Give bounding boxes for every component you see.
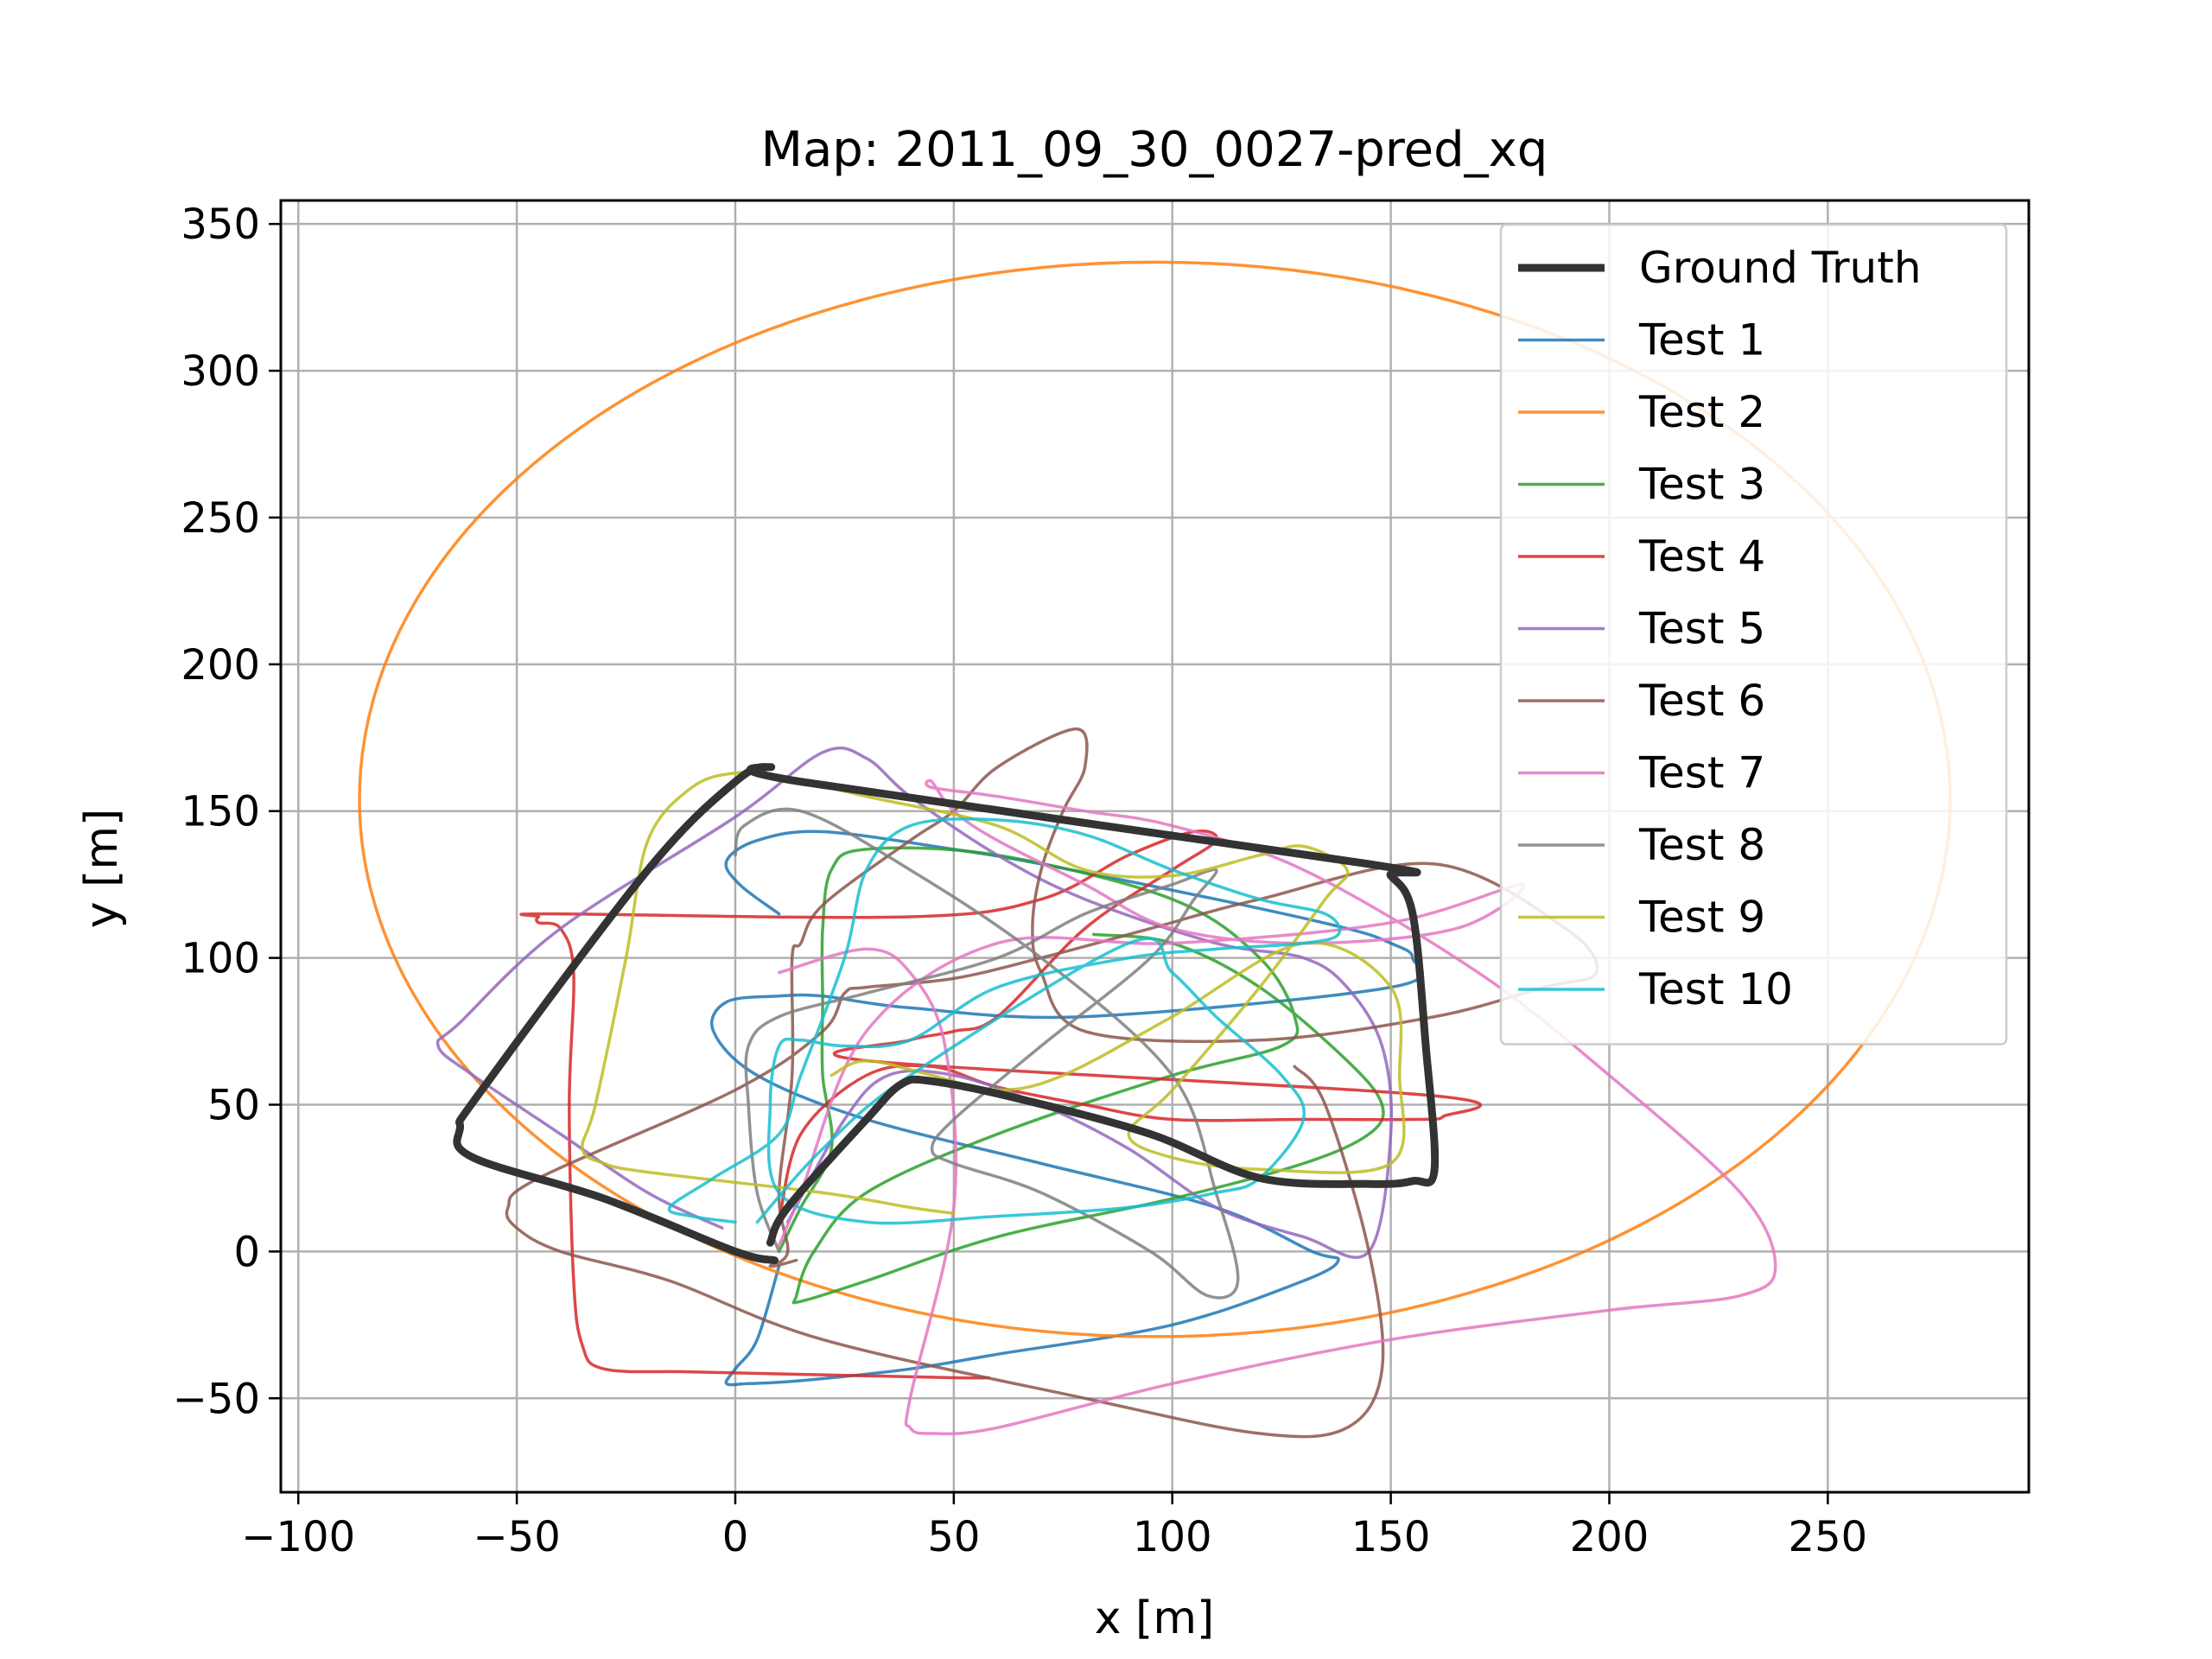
- series-line-test-6: [505, 727, 1599, 1439]
- x-tick-label: −100: [241, 1513, 355, 1561]
- legend-label: Test 3: [1638, 460, 1765, 510]
- series-line-test-5: [435, 746, 1394, 1259]
- x-tick-label: 250: [1789, 1513, 1868, 1561]
- legend-label: Test 6: [1638, 676, 1765, 726]
- legend-label: Test 7: [1638, 748, 1765, 798]
- y-tick-label: 350: [181, 200, 260, 249]
- series-line-test-8: [734, 807, 1240, 1300]
- y-tick-label: 150: [181, 788, 260, 836]
- plot-area: −100 −50 0 50 100 150 200 250 −50 0 50 100 150 200 250…: [173, 199, 2031, 1561]
- y-axis-label: y [m]: [76, 809, 128, 929]
- series-line-test-3: [777, 846, 1385, 1305]
- y-tick-label: 50: [207, 1082, 260, 1130]
- x-axis-label: x [m]: [1095, 1592, 1215, 1644]
- axes-frame: [279, 199, 2031, 1494]
- series-line-ground-truth: [453, 763, 1440, 1265]
- legend-box: [1499, 223, 2008, 1046]
- legend-label: Test 8: [1638, 820, 1765, 870]
- y-tick-label: 200: [181, 641, 260, 690]
- legend-label: Test 10: [1638, 964, 1793, 1014]
- y-tick-label: 300: [181, 347, 260, 396]
- y-tick-label: 0: [233, 1228, 260, 1276]
- legend-label: Test 5: [1638, 604, 1765, 654]
- y-tick-label: 100: [181, 935, 260, 983]
- chart-title: Map: 2011_09_30_0027-pred_xq: [761, 122, 1548, 178]
- x-tick-label: 0: [722, 1513, 749, 1561]
- legend-label: Test 1: [1638, 315, 1765, 365]
- y-tick-label: 250: [181, 494, 260, 543]
- legend-label: Ground Truth: [1639, 243, 1922, 293]
- x-tick-label: 100: [1133, 1513, 1212, 1561]
- x-tick-label: −50: [473, 1513, 560, 1561]
- legend: Ground Truth Test 1 Test 2 Test 3 Test 4 Test…: [1499, 223, 2008, 1046]
- legend-label: Test 9: [1638, 893, 1765, 943]
- legend-label: Test 2: [1638, 387, 1765, 437]
- x-tick-label: 150: [1351, 1513, 1431, 1561]
- x-tick-label: 200: [1570, 1513, 1649, 1561]
- x-tick-label: 50: [927, 1513, 980, 1561]
- y-tick-label: −50: [173, 1375, 260, 1423]
- series-line-test-4: [519, 830, 1482, 1380]
- series-line-test-10: [667, 817, 1342, 1225]
- legend-label: Test 4: [1638, 531, 1765, 582]
- series-line-test-9: [581, 770, 1406, 1215]
